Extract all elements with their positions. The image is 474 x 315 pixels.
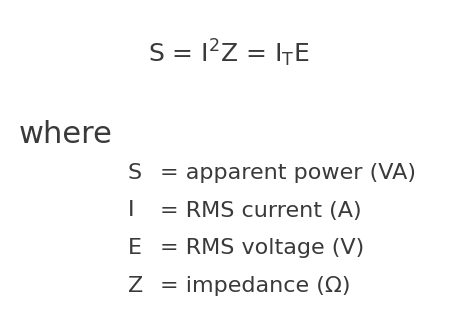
Text: S: S	[128, 163, 142, 183]
Text: = impedance (Ω): = impedance (Ω)	[160, 276, 350, 296]
Text: where: where	[18, 120, 112, 149]
Text: Z: Z	[128, 276, 143, 296]
Text: = apparent power (VA): = apparent power (VA)	[160, 163, 416, 183]
Text: S = I$^{2}$Z = I$_{\mathregular{T}}$E: S = I$^{2}$Z = I$_{\mathregular{T}}$E	[148, 38, 309, 69]
Text: I: I	[128, 201, 135, 220]
Text: = RMS voltage (V): = RMS voltage (V)	[160, 238, 364, 258]
Text: E: E	[128, 238, 142, 258]
Text: = RMS current (A): = RMS current (A)	[160, 201, 362, 220]
